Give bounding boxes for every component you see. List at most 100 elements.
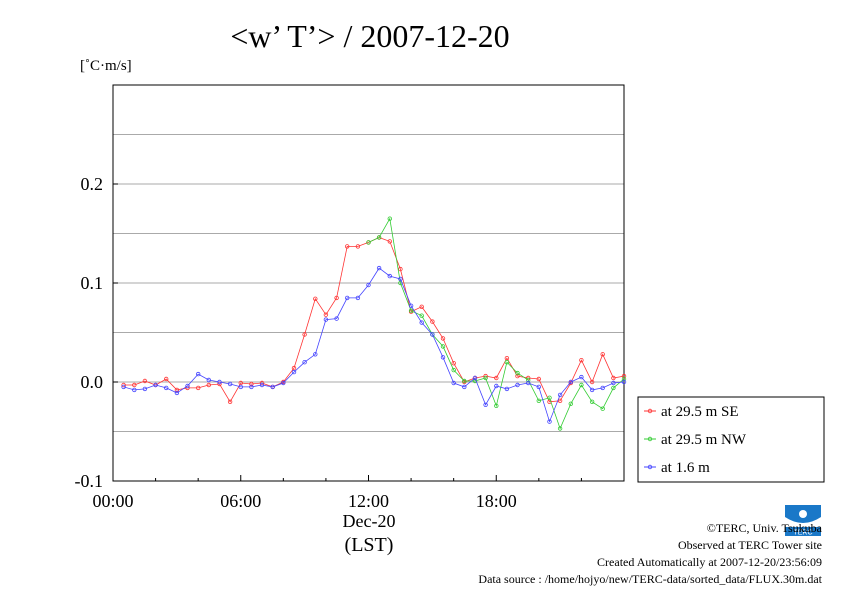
series-group bbox=[121, 265, 627, 424]
data-point bbox=[515, 370, 520, 376]
x-ticks: 00:00 06:00 12:00 18:00 bbox=[92, 475, 582, 511]
data-point bbox=[408, 303, 414, 308]
data-point bbox=[600, 385, 605, 391]
data-point bbox=[227, 399, 233, 404]
credit-source: Data source : /home/hojyo/new/TERC-data/… bbox=[478, 572, 822, 586]
data-point bbox=[174, 387, 180, 393]
x-date-label: Dec-20 bbox=[343, 511, 396, 531]
data-point bbox=[494, 403, 499, 408]
x-tick-label: 06:00 bbox=[220, 491, 261, 511]
series-group bbox=[366, 216, 627, 431]
data-point bbox=[526, 377, 531, 383]
data-point bbox=[557, 426, 563, 431]
data-point bbox=[206, 382, 211, 388]
data-point bbox=[568, 379, 573, 385]
x-tick-label: 18:00 bbox=[476, 491, 517, 511]
x-tick-label: 00:00 bbox=[92, 491, 133, 511]
data-point bbox=[121, 382, 126, 388]
data-point bbox=[589, 387, 595, 393]
data-point bbox=[440, 355, 446, 360]
y-tick-label: 0.2 bbox=[81, 174, 104, 194]
legend-marker bbox=[647, 408, 653, 414]
series-line bbox=[123, 237, 625, 403]
data-point bbox=[174, 390, 180, 396]
data-point bbox=[440, 344, 446, 349]
logo-band bbox=[785, 527, 821, 536]
data-point bbox=[227, 381, 233, 387]
data-point bbox=[419, 304, 424, 309]
data-point bbox=[302, 360, 307, 365]
credit-copyright: ©TERC, Univ. Tsukuba bbox=[706, 521, 822, 535]
legend-marker bbox=[647, 464, 653, 470]
series-group bbox=[121, 235, 627, 404]
data-point bbox=[430, 319, 435, 324]
data-point bbox=[238, 384, 243, 390]
data-point bbox=[451, 380, 456, 386]
legend-marker bbox=[647, 436, 653, 442]
data-point bbox=[142, 378, 148, 384]
data-point bbox=[504, 386, 510, 392]
data-point bbox=[345, 295, 350, 301]
data-point bbox=[504, 360, 510, 365]
data-point bbox=[153, 382, 158, 388]
x-tick-label: 12:00 bbox=[348, 491, 389, 511]
data-point bbox=[291, 369, 297, 375]
data-point bbox=[259, 382, 265, 388]
y-tick-label: 0.1 bbox=[81, 273, 104, 293]
data-point bbox=[366, 240, 371, 245]
y-ticks: -0.1 0.0 0.1 0.2 bbox=[75, 174, 118, 491]
data-point bbox=[249, 381, 254, 387]
legend-label: at 29.5 m SE bbox=[661, 404, 739, 420]
data-point bbox=[515, 382, 520, 388]
data-point bbox=[589, 379, 595, 385]
data-point bbox=[557, 392, 563, 398]
logo-text: TERC bbox=[793, 530, 812, 537]
data-point bbox=[132, 387, 137, 393]
data-point bbox=[355, 244, 361, 249]
data-point bbox=[387, 239, 392, 244]
data-point bbox=[419, 320, 424, 325]
data-point bbox=[195, 371, 201, 377]
y-axis-label: [˚C·m/s] bbox=[80, 58, 132, 74]
legend-label: at 29.5 m NW bbox=[661, 432, 747, 448]
data-point bbox=[547, 419, 552, 424]
legend-label: at 1.6 m bbox=[661, 460, 710, 476]
data-point bbox=[387, 273, 392, 279]
chart-title: <w’ T’> / 2007-12-20 bbox=[230, 18, 509, 54]
terc-logo: TERC bbox=[785, 505, 821, 537]
data-point bbox=[557, 398, 563, 403]
data-point bbox=[313, 352, 318, 357]
y-tick-label: 0.0 bbox=[81, 372, 104, 392]
data-point bbox=[366, 282, 371, 288]
data-point bbox=[195, 385, 201, 391]
credit-created: Created Automatically at 2007-12-20/23:5… bbox=[597, 555, 822, 569]
y-tick-label: -0.1 bbox=[75, 471, 104, 491]
data-point bbox=[419, 313, 424, 318]
data-point bbox=[451, 361, 456, 366]
data-point bbox=[323, 312, 329, 317]
legend: at 29.5 m SE at 29.5 m NW at 1.6 m bbox=[637, 396, 825, 483]
data-point bbox=[526, 380, 531, 386]
data-point bbox=[121, 384, 126, 390]
data-point bbox=[621, 376, 627, 382]
data-point bbox=[600, 352, 605, 357]
data-point bbox=[579, 374, 584, 380]
data-point bbox=[387, 216, 392, 221]
data-series bbox=[121, 216, 627, 431]
data-point bbox=[163, 376, 169, 382]
data-point bbox=[451, 367, 456, 373]
data-point bbox=[483, 375, 488, 381]
data-point bbox=[376, 235, 382, 240]
data-point bbox=[600, 406, 605, 411]
data-point bbox=[472, 378, 478, 384]
data-point bbox=[334, 295, 339, 301]
data-point bbox=[515, 373, 520, 379]
data-point bbox=[536, 384, 541, 390]
data-point bbox=[132, 382, 137, 388]
data-point bbox=[494, 383, 499, 389]
data-point bbox=[313, 296, 318, 301]
data-point bbox=[323, 317, 329, 322]
data-point bbox=[462, 378, 467, 384]
data-point bbox=[206, 377, 211, 383]
series-line bbox=[123, 267, 625, 423]
